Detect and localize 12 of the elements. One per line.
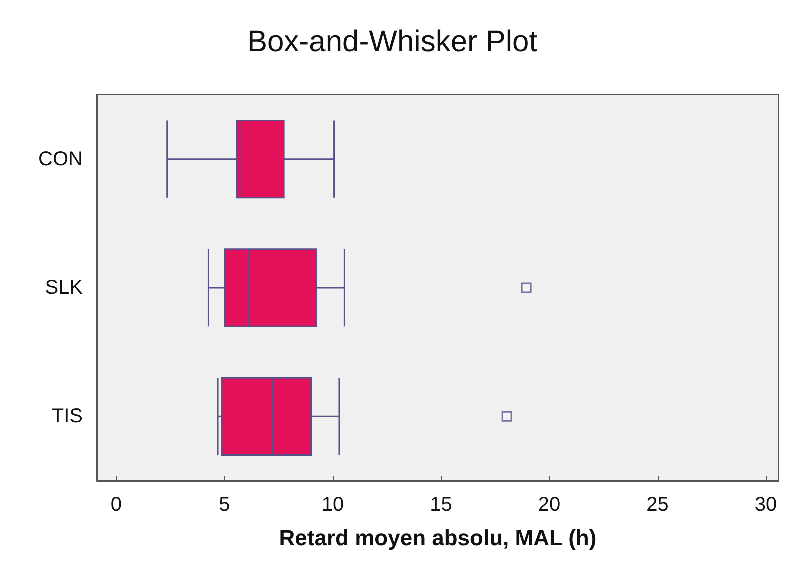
x-tick-label: 20 [538,494,561,516]
x-tick-label: 15 [430,494,452,516]
x-tick-label: 5 [219,494,230,516]
x-tick-label: 10 [322,494,344,516]
y-tick-label: CON [38,148,83,170]
x-tick-label: 30 [754,494,778,516]
x-tick-label: 25 [646,494,669,516]
chart-title: Box-and-Whisker Plot [247,26,538,58]
x-tick-label: 0 [110,494,122,516]
x-axis-title: Retard moyen absolu, MAL (h) [279,526,597,550]
y-tick-label: SLK [45,277,84,299]
y-tick-label: TIS [52,406,83,428]
